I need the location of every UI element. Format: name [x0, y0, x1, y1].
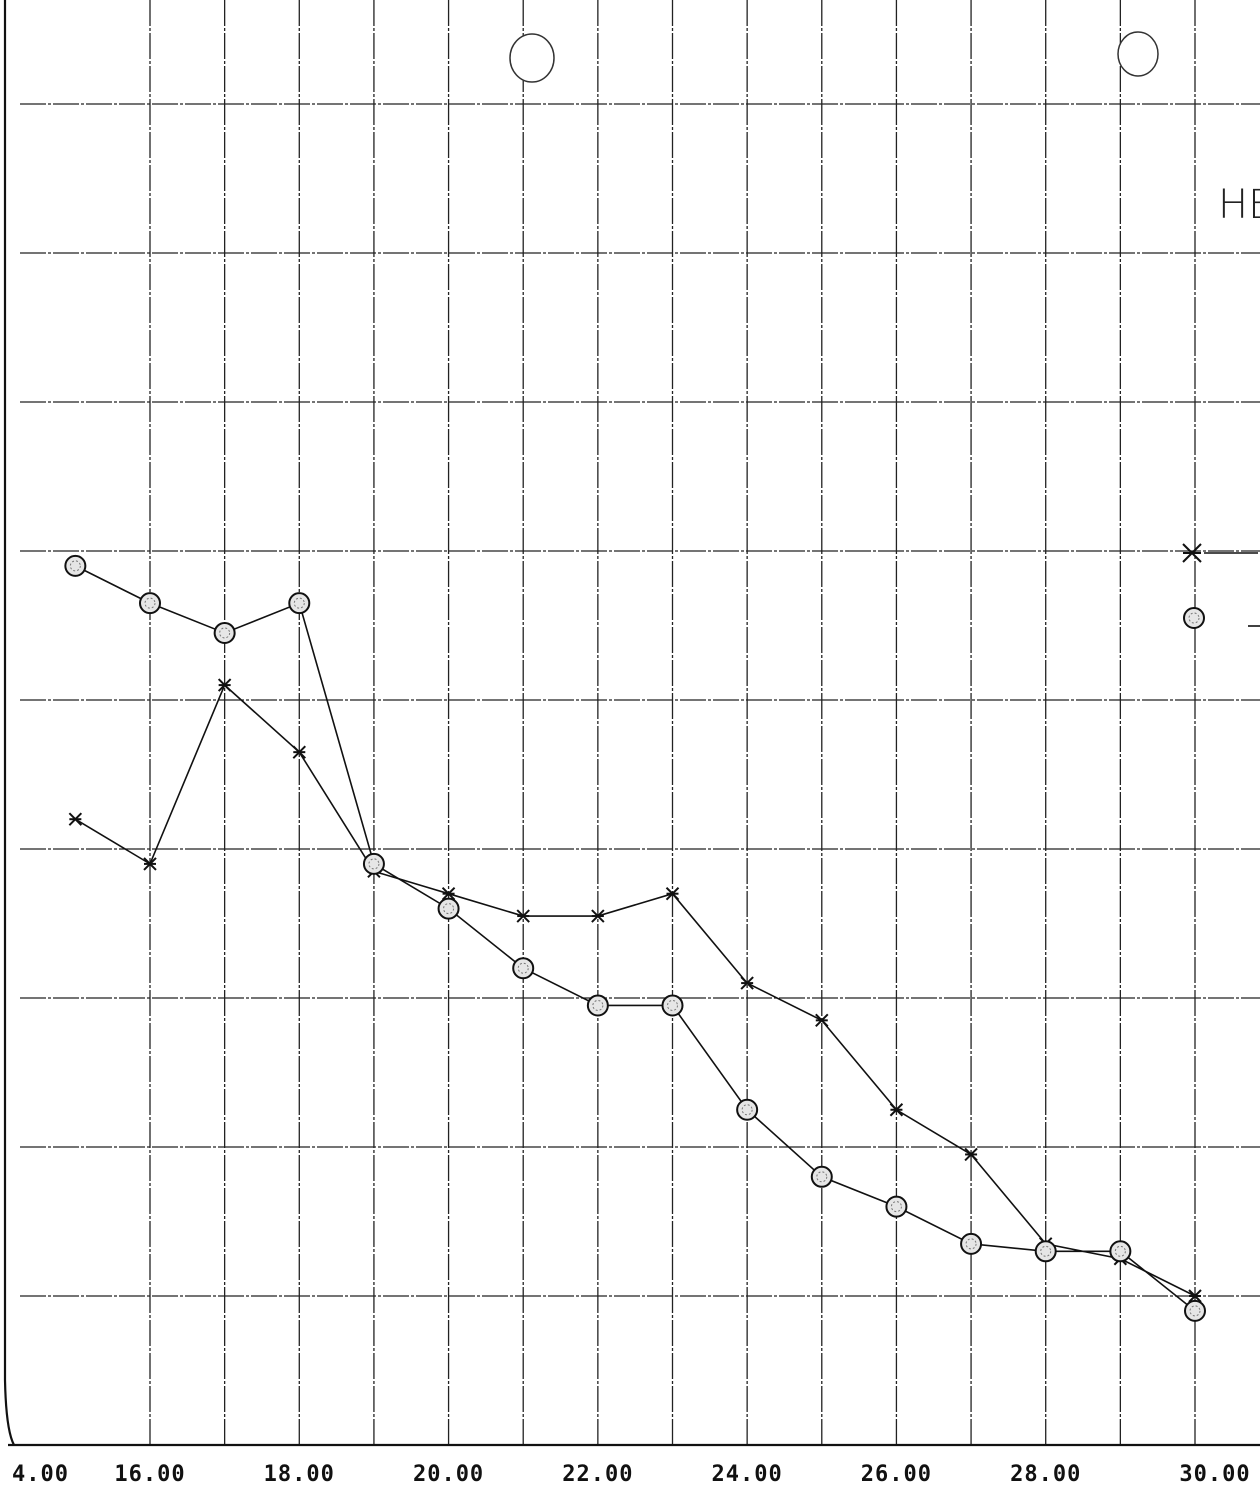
x-tick-label: 4.00	[12, 1462, 69, 1487]
data-point-x	[815, 1013, 829, 1028]
x-tick-label: 30.00	[1179, 1462, 1250, 1487]
series-line-o	[74, 565, 1196, 1312]
data-point-circle	[64, 554, 87, 577]
legend-marker-circle	[1183, 607, 1260, 629]
data-point-circle	[139, 592, 161, 615]
data-point-circle	[213, 621, 236, 644]
data-point-x	[740, 976, 754, 990]
data-point-circle	[960, 1232, 983, 1255]
data-point-x	[68, 812, 83, 826]
data-point-circle	[1034, 1240, 1057, 1263]
data-point-circle	[885, 1195, 908, 1218]
data-point-circle	[736, 1098, 759, 1121]
series	[64, 554, 1206, 1322]
chart-title: HE	[1218, 182, 1260, 228]
y-axis	[3, 0, 15, 1446]
legend: HE	[1182, 182, 1260, 629]
data-point-x	[143, 857, 157, 871]
x-tick-label: 20.00	[413, 1462, 484, 1487]
data-point-circle	[362, 852, 385, 875]
x-tick-label: 18.00	[264, 1462, 335, 1487]
axes: 4.00 16.00 18.00 20.00 22.00 24.00 26.00 28.00 3…	[3, 0, 1260, 1487]
data-point-x	[516, 909, 530, 923]
punch-holes	[509, 31, 1159, 83]
data-point-circle	[288, 592, 311, 615]
legend-marker-x	[1182, 543, 1258, 563]
data-point-circle	[810, 1165, 833, 1188]
data-point-x	[665, 886, 680, 901]
x-tick-label: 22.00	[562, 1462, 633, 1487]
data-point-x	[1188, 1289, 1202, 1303]
data-point-circle	[437, 897, 460, 920]
grid	[20, 0, 1260, 1445]
x-tick-label: 28.00	[1010, 1462, 1081, 1487]
x-tick-label: 16.00	[114, 1462, 185, 1487]
data-point-x	[292, 745, 306, 759]
data-point-x	[441, 886, 456, 901]
data-point-x	[889, 1103, 904, 1117]
data-point-x	[964, 1147, 978, 1162]
data-point-x	[217, 678, 232, 692]
data-point-circle	[1184, 1299, 1206, 1322]
x-tick-label: 26.00	[861, 1462, 932, 1487]
punch-hole	[1117, 31, 1159, 77]
data-point-circle	[512, 957, 535, 980]
data-point-circle	[661, 994, 684, 1017]
data-point-x	[591, 909, 605, 923]
data-point-circle	[586, 994, 609, 1017]
data-point-circle	[1109, 1240, 1132, 1263]
series-line-x	[74, 683, 1196, 1297]
punch-hole	[509, 33, 555, 83]
x-tick-label: 24.00	[712, 1462, 783, 1487]
